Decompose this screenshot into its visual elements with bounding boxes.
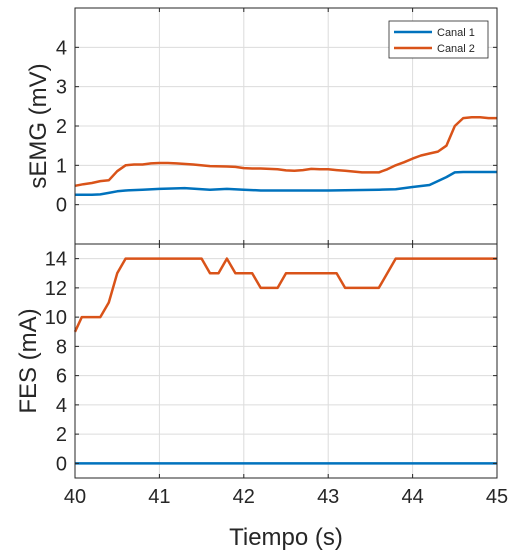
semg-series-line-2 — [74, 116, 497, 188]
semg-ytick-label-1: 1 — [56, 155, 67, 177]
fes-xtick-label-44: 44 — [401, 486, 423, 508]
fes-ticks: 40 41 42 43 44 45 0 2 4 6 8 10 12 14 — [45, 244, 508, 508]
semg-ytick-label-2: 2 — [56, 116, 67, 138]
fes-xtick-label-45: 45 — [486, 486, 508, 508]
fes-plot-area — [75, 244, 497, 478]
semg-axes: 0 1 2 3 4 sEMG (mV) Canal 1 Canal 2 — [25, 7, 498, 245]
fes-ytick-label-8: 8 — [56, 336, 67, 358]
fes-ytick-label-10: 10 — [45, 307, 67, 329]
semg-ylabel: sEMG (mV) — [25, 63, 52, 188]
fes-axes: 40 41 42 43 44 45 0 2 4 6 8 10 12 14 FES (mA) Tiempo … — [15, 243, 508, 551]
fes-ytick-label-4: 4 — [56, 395, 67, 417]
fes-xtick-label-40: 40 — [64, 486, 86, 508]
semg-ticks: 0 1 2 3 4 — [56, 8, 498, 244]
legend-box — [388, 20, 489, 59]
semg-series-line-1 — [75, 170, 497, 197]
fes-lines — [73, 257, 497, 465]
fes-axes-box — [74, 243, 498, 479]
fes-xlabel: Tiempo (s) — [229, 524, 343, 551]
fes-xtick-label-42: 42 — [233, 486, 255, 508]
semg-ytick-label-3: 3 — [56, 77, 67, 99]
fes-xtick-label-41: 41 — [148, 486, 170, 508]
fes-series-line-2 — [73, 257, 497, 333]
fes-ytick-label-12: 12 — [45, 278, 67, 300]
legend-label-canal-2: Canal 2 — [437, 43, 475, 55]
fes-ytick-label-6: 6 — [56, 366, 67, 388]
fes-ylabel: FES (mA) — [15, 308, 42, 413]
fes-ytick-label-2: 2 — [56, 424, 67, 446]
semg-ytick-label-4: 4 — [56, 37, 67, 59]
semg-lines — [74, 116, 497, 197]
semg-ytick-label-0: 0 — [56, 195, 67, 217]
legend-label-canal-1: Canal 1 — [437, 27, 475, 39]
legend: Canal 1 Canal 2 — [388, 20, 489, 59]
fes-ytick-label-0: 0 — [56, 453, 67, 475]
fes-ytick-label-14: 14 — [45, 249, 67, 271]
fes-xtick-label-43: 43 — [317, 486, 339, 508]
